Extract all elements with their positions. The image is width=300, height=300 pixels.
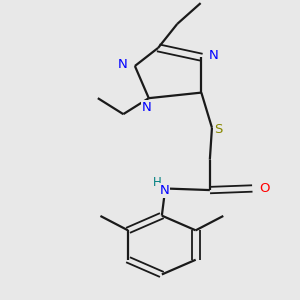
Text: S: S	[214, 123, 223, 136]
Text: N: N	[142, 100, 152, 114]
Text: N: N	[118, 58, 128, 71]
Text: N: N	[208, 49, 218, 62]
Text: O: O	[259, 182, 269, 195]
Text: H: H	[153, 176, 162, 189]
Text: N: N	[160, 184, 169, 196]
